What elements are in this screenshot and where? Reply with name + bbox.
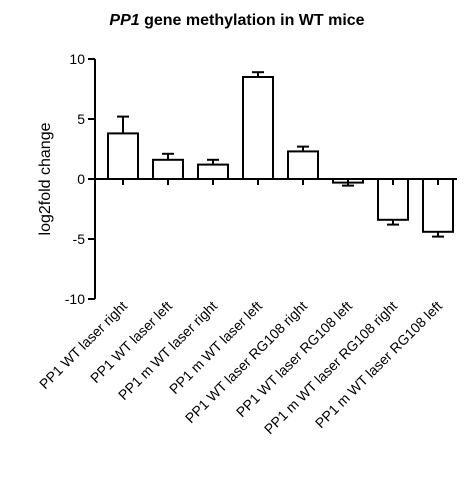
y-tick-label: -5 bbox=[73, 231, 86, 247]
bar bbox=[377, 178, 409, 221]
bar bbox=[242, 76, 274, 180]
chart-title-rest: gene methylation in WT mice bbox=[140, 12, 365, 29]
chart-title-italic: PP1 bbox=[109, 12, 139, 29]
y-tick-label: -10 bbox=[65, 291, 85, 307]
y-tick-label: 5 bbox=[77, 111, 85, 127]
bar bbox=[107, 132, 139, 180]
bar bbox=[152, 158, 184, 181]
y-tick-label: 10 bbox=[69, 51, 85, 67]
bar bbox=[197, 163, 229, 181]
y-axis-label: log2fold change bbox=[37, 122, 54, 235]
y-tick-label: 0 bbox=[77, 171, 85, 187]
bar bbox=[287, 150, 319, 180]
chart-title: PP1 gene methylation in WT mice bbox=[109, 12, 364, 29]
bar bbox=[422, 178, 454, 233]
x-tick-label: PP1 WT laser left bbox=[87, 298, 175, 386]
